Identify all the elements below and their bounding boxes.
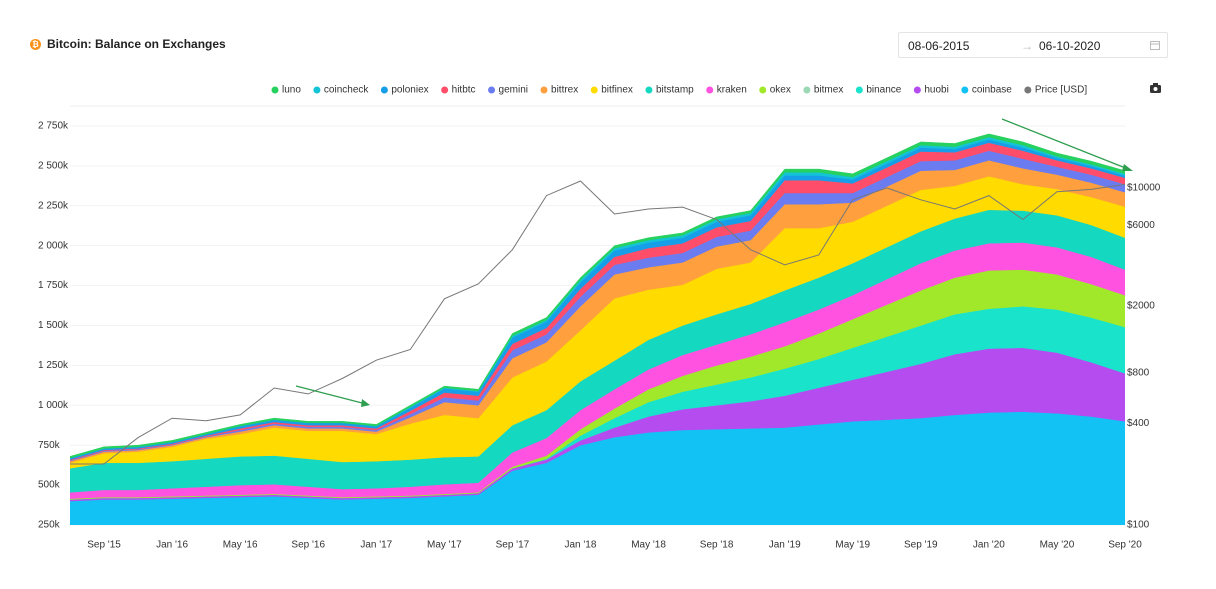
y2-tick-label: $800 — [1127, 367, 1150, 378]
y-tick-label: 1 000k — [38, 400, 69, 411]
chart-title: Bitcoin: Balance on Exchanges — [47, 37, 226, 51]
legend-item[interactable]: bittrex — [540, 85, 579, 96]
legend-label: bitstamp — [656, 85, 694, 96]
legend-label: bitmex — [814, 85, 843, 96]
legend-dot — [961, 86, 969, 94]
calendar-icon[interactable] — [1149, 39, 1161, 51]
y-tick-label: 2 500k — [38, 161, 69, 172]
annotation-arrow — [295, 118, 1133, 407]
legend-label: huobi — [924, 85, 948, 96]
y2-tick-label: $400 — [1127, 418, 1150, 429]
legend-dot — [271, 86, 279, 94]
x-tick-label: Jan '16 — [156, 540, 188, 551]
legend-dot — [855, 86, 863, 94]
title-row: ₿ Bitcoin: Balance on Exchanges — [30, 37, 226, 51]
y2-tick-label: $100 — [1127, 520, 1150, 531]
area — [70, 133, 1125, 459]
y-tick-label: 750k — [38, 440, 61, 451]
legend-dot — [803, 86, 811, 94]
arrow-head — [1122, 164, 1133, 171]
legend-label: poloniex — [391, 85, 428, 96]
legend-dot — [759, 86, 767, 94]
x-tick-label: May '17 — [427, 540, 462, 551]
legend-dot — [540, 86, 548, 94]
legend-item[interactable]: coincheck — [313, 85, 369, 96]
legend-label: bitfinex — [601, 85, 633, 96]
legend-item[interactable]: luno — [271, 85, 302, 96]
camera-icon[interactable] — [1150, 83, 1161, 93]
legend-label: hitbtc — [452, 85, 476, 96]
x-tick-label: Jan '19 — [769, 540, 801, 551]
legend-item[interactable]: hitbtc — [441, 85, 476, 96]
legend-item[interactable]: bitstamp — [645, 85, 694, 96]
date-arrow: → — [1021, 39, 1033, 53]
date-to[interactable]: 06-10-2020 — [1039, 39, 1101, 53]
y-tick-label: 1 250k — [38, 360, 69, 371]
x-tick-label: May '18 — [631, 540, 666, 551]
x-tick-label: Sep '18 — [700, 540, 734, 551]
legend-dot — [313, 86, 321, 94]
y2-tick-label: $10000 — [1127, 183, 1161, 194]
legend-dot — [645, 86, 653, 94]
arrow-line — [295, 385, 367, 405]
legend-item[interactable]: bitmex — [803, 85, 843, 96]
x-tick-label: Sep '16 — [291, 540, 325, 551]
legend-item[interactable]: binance — [855, 85, 902, 96]
legend-dot — [706, 86, 714, 94]
calendar-body — [1150, 41, 1160, 50]
x-tick-label: Jan '18 — [565, 540, 597, 551]
legend-dot — [488, 86, 496, 94]
arrow-line — [1001, 118, 1129, 170]
x-tick-label: May '19 — [835, 540, 870, 551]
y-tick-label: 1 500k — [38, 320, 69, 331]
x-tick-label: Sep '19 — [904, 540, 938, 551]
legend-label: kraken — [717, 85, 747, 96]
y-tick-label: 2 750k — [38, 121, 69, 132]
legend-label: luno — [282, 85, 301, 96]
x-tick-label: May '16 — [223, 540, 258, 551]
legend-label: okex — [770, 85, 791, 96]
x-tick-label: May '20 — [1040, 540, 1075, 551]
x-tick-label: Jan '17 — [360, 540, 392, 551]
camera-lens — [1153, 87, 1158, 91]
legend-item[interactable]: coinbase — [961, 85, 1012, 96]
legend-item[interactable]: kraken — [706, 85, 747, 96]
y-tick-label: 1 750k — [38, 280, 69, 291]
y-tick-label: 500k — [38, 480, 61, 491]
legend-dot — [1024, 86, 1032, 94]
y2-tick-label: $2000 — [1127, 300, 1155, 311]
legend-item[interactable]: poloniex — [380, 85, 429, 96]
camera-top — [1153, 83, 1158, 86]
legend-dot — [913, 86, 921, 94]
y-tick-label: 2 000k — [38, 240, 69, 251]
date-from[interactable]: 08-06-2015 — [908, 39, 970, 53]
legend-label: coinbase — [972, 85, 1012, 96]
legend-label: binance — [866, 85, 901, 96]
x-tick-label: Sep '17 — [496, 540, 530, 551]
legend-label: gemini — [499, 85, 528, 96]
y-tick-label: 2 250k — [38, 200, 69, 211]
x-tick-label: Sep '20 — [1108, 540, 1142, 551]
legend-dot — [441, 86, 449, 94]
legend-item[interactable]: huobi — [913, 85, 949, 96]
legend-item[interactable]: Price [USD] — [1024, 85, 1087, 96]
date-range[interactable]: 08-06-2015 → 06-10-2020 — [898, 32, 1168, 58]
legend-label: bittrex — [551, 85, 578, 96]
arrow-head — [361, 399, 370, 407]
y2-tick-label: $6000 — [1127, 220, 1155, 231]
legend-label: coincheck — [324, 85, 369, 96]
y-tick-label: 250k — [38, 520, 61, 531]
legend-dot — [380, 86, 388, 94]
legend-dot — [590, 86, 598, 94]
x-tick-label: Sep '15 — [87, 540, 121, 551]
price-line — [70, 180, 1125, 465]
coin-icon: ₿ — [30, 38, 41, 50]
legend-item[interactable]: bitfinex — [590, 85, 633, 96]
legend-item[interactable]: okex — [759, 85, 791, 96]
legend-label: Price [USD] — [1035, 85, 1087, 96]
x-tick-label: Jan '20 — [973, 540, 1005, 551]
legend-item[interactable]: gemini — [488, 85, 528, 96]
